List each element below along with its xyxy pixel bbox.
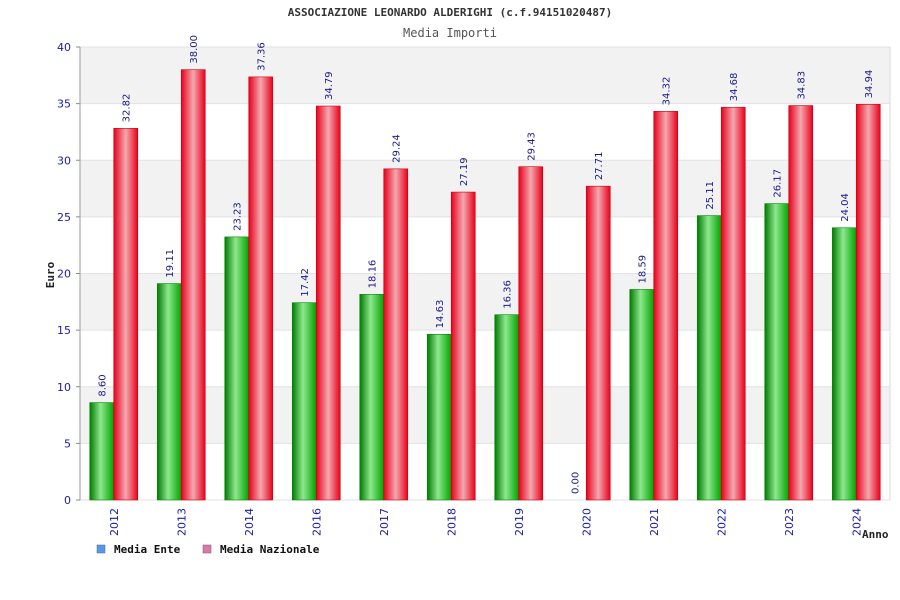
bar-media-ente: [359, 294, 385, 501]
bar-media-ente: [224, 236, 250, 501]
plot-band: [80, 47, 890, 104]
legend-swatch: [96, 544, 106, 554]
y-tick-label: 15: [57, 324, 71, 337]
bar-media-ente: [291, 302, 317, 501]
bar-media-ente: [156, 283, 182, 501]
bar-media-nazionale: [180, 69, 206, 501]
bar-media-ente: [494, 314, 520, 501]
y-tick-label: 20: [57, 268, 71, 281]
bars: [89, 69, 881, 501]
x-tick-label: 2021: [648, 508, 661, 536]
bar-media-nazionale: [653, 111, 679, 501]
chart-subtitle: Media Importi: [403, 26, 497, 40]
bar-media-nazionale: [450, 191, 476, 501]
bar-media-nazionale: [855, 104, 881, 501]
bar-media-nazionale: [383, 168, 409, 501]
value-label: 14.63: [435, 300, 446, 329]
bar-media-ente: [629, 289, 655, 501]
chart-title: ASSOCIAZIONE LEONARDO ALDERIGHI (c.f.941…: [288, 6, 613, 19]
x-tick-label: 2024: [850, 508, 863, 536]
y-axis-label: Euro: [44, 261, 57, 288]
x-tick-label: 2020: [580, 508, 593, 536]
value-label: 18.59: [638, 255, 649, 284]
legend-swatch: [202, 544, 212, 554]
bar-media-nazionale: [585, 185, 611, 501]
x-tick-label: 2019: [513, 508, 526, 536]
value-label: 37.36: [257, 42, 268, 71]
value-label: 27.19: [459, 157, 470, 186]
bar-media-ente: [89, 402, 115, 501]
plot-band: [80, 273, 890, 331]
bar-media-nazionale: [248, 76, 274, 501]
y-tick-label: 10: [57, 381, 71, 394]
x-axis-label: Anno: [862, 528, 889, 541]
legend: Media Ente Media Nazionale: [96, 543, 320, 556]
value-label: 34.68: [729, 73, 740, 102]
bar-media-ente: [831, 227, 857, 501]
bar-media-ente: [764, 203, 790, 501]
value-label: 8.60: [98, 374, 109, 396]
plot-band: [80, 330, 890, 387]
plot-band: [80, 216, 890, 274]
value-label: 24.04: [840, 193, 851, 222]
x-tick-label: 2022: [715, 508, 728, 536]
y-axis-ticks: 0 5 10 15 20 25 30 35 40: [57, 41, 81, 507]
value-label: 26.17: [773, 169, 784, 198]
value-label: 17.42: [300, 268, 311, 297]
legend-label: Media Ente: [114, 543, 181, 556]
gridlines: [80, 46, 890, 501]
value-label: 38.00: [189, 35, 200, 64]
value-label: 23.23: [233, 202, 244, 231]
y-tick-label: 35: [57, 98, 71, 111]
value-label: 34.83: [797, 71, 808, 100]
x-tick-label: 2012: [108, 508, 121, 536]
x-tick-label: 2016: [310, 508, 323, 536]
x-tick-label: 2023: [783, 508, 796, 536]
plot-band: [80, 160, 890, 217]
x-tick-label: 2018: [445, 508, 458, 536]
value-label: 29.24: [392, 134, 403, 163]
bar-media-nazionale: [518, 166, 544, 501]
y-tick-label: 30: [57, 154, 71, 167]
value-label: 34.94: [864, 70, 875, 99]
y-tick-label: 0: [64, 494, 71, 507]
value-label: 34.32: [662, 77, 673, 106]
value-label: 18.16: [368, 260, 379, 289]
plot-band: [80, 386, 890, 444]
y-tick-label: 5: [64, 437, 71, 450]
x-tick-label: 2014: [243, 508, 256, 536]
value-label: 16.36: [503, 280, 514, 309]
x-tick-label: 2013: [175, 508, 188, 536]
bar-media-nazionale: [788, 105, 814, 501]
y-tick-label: 40: [57, 41, 71, 54]
legend-label: Media Nazionale: [220, 543, 320, 556]
value-label: 29.43: [527, 132, 538, 161]
plot-band: [80, 443, 890, 500]
y-tick-label: 25: [57, 211, 71, 224]
value-labels: 8.60 32.82 19.11 38.00 23.23 37.36 17.42 34.79 1…: [98, 35, 876, 494]
value-label: 32.82: [122, 94, 133, 123]
plot-band: [80, 103, 890, 161]
bar-media-nazionale: [113, 128, 139, 501]
x-tick-label: 2017: [378, 508, 391, 536]
x-axis-ticks: 2012 2013 2014 2016 2017 2018 2019 2020 2021 2022…: [108, 508, 864, 536]
bar-media-nazionale: [315, 105, 341, 501]
bar-media-ente: [696, 215, 722, 501]
value-label: 34.79: [324, 71, 335, 100]
bar-media-nazionale: [720, 106, 746, 501]
plot-area: [79, 46, 891, 501]
value-label: 19.11: [165, 249, 176, 278]
value-label: 25.11: [705, 181, 716, 210]
value-label: 27.71: [594, 152, 605, 181]
bar-media-ente: [426, 334, 452, 501]
value-label: 0.00: [570, 472, 581, 494]
